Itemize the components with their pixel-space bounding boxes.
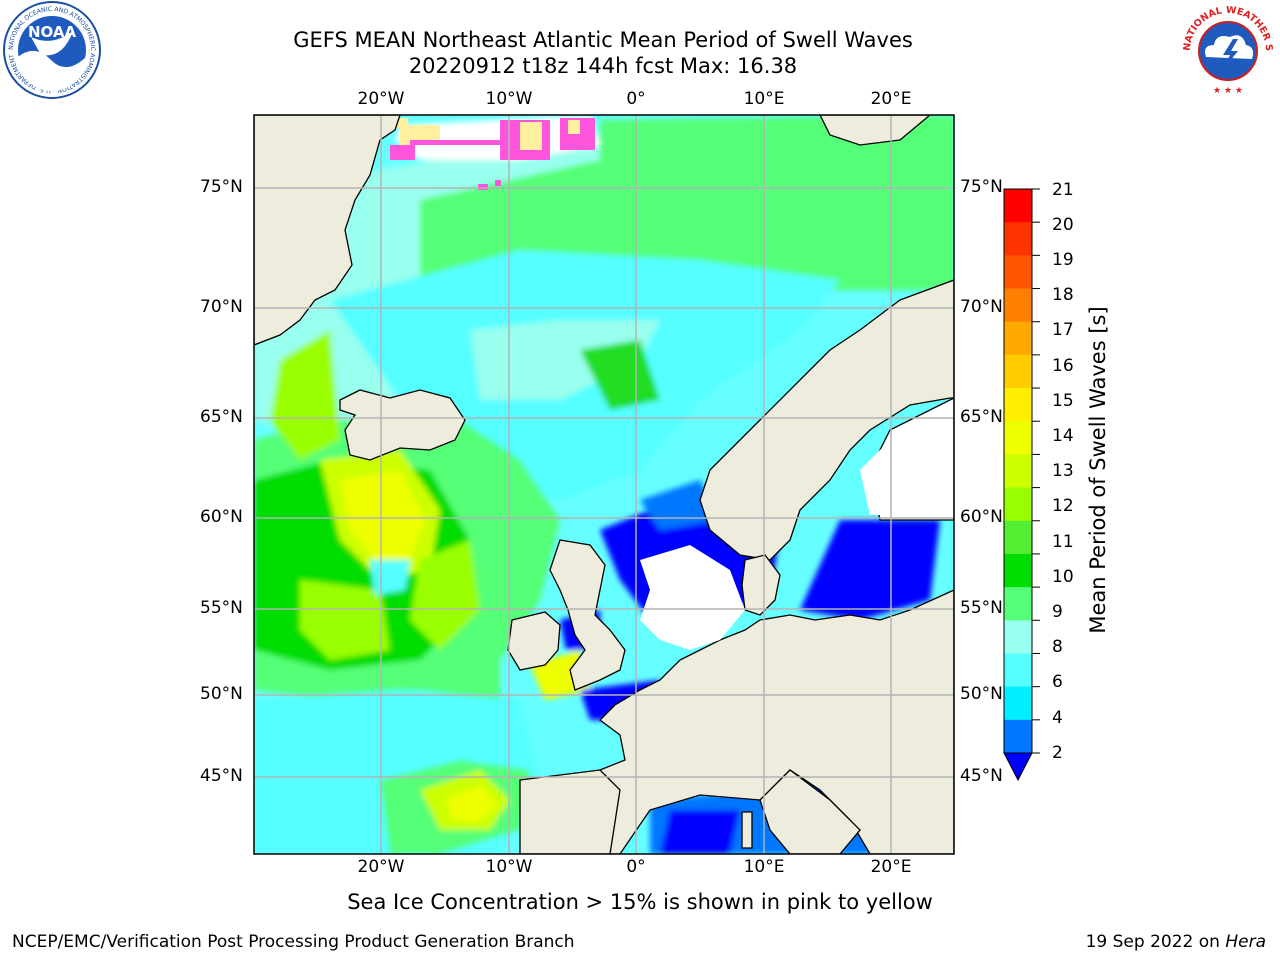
footer-host: Hera [1225,932,1266,952]
colorbar-segment [1004,189,1032,223]
map-frame [253,114,955,855]
colorbar-segment [1004,354,1032,389]
lat-label-50-left: 50°N [200,684,243,704]
colorbar-tick-17: 17 [1052,320,1074,340]
noaa-text: NOAA [28,23,77,41]
colorbar-tick-12: 12 [1052,496,1074,516]
colorbar-segment [1004,620,1032,654]
lon-label-10e-bottom: 10°E [743,857,785,877]
lon-label-10w-bottom: 10°W [485,857,533,877]
colorbar-tick-20: 20 [1052,215,1074,235]
colorbar-tick-14: 14 [1052,426,1074,446]
noaa-logo: NATIONAL OCEANIC AND ATMOSPHERIC ADMINIS… [1,1,101,99]
colorbar-frame [1003,188,1033,754]
lat-label-60-left: 60°N [200,507,243,527]
lon-label-20e-bottom: 20°E [870,857,912,877]
lon-label-0-top: 0° [626,89,646,109]
colorbar-under-arrow [1003,752,1033,782]
lat-label-60-right: 60°N [960,507,1003,527]
colorbar-segment [1004,388,1032,422]
colorbar-segment [1004,520,1032,555]
colorbar-segment [1004,553,1032,588]
colorbar-tick-9: 9 [1052,602,1063,622]
colorbar-tick-15: 15 [1052,391,1074,411]
colorbar-tick-18: 18 [1052,285,1074,305]
lat-label-55-left: 55°N [200,598,243,618]
footer-right: 19 Sep 2022 on Hera [1086,932,1266,952]
colorbar-segment [1004,421,1032,455]
colorbar-segment [1004,653,1032,688]
chart-title: GEFS MEAN Northeast Atlantic Mean Period… [293,28,913,52]
colorbar-tick-6: 6 [1052,672,1063,692]
colorbar-segment [1004,321,1032,356]
colorbar-tick-8: 8 [1052,637,1063,657]
footer-date: 19 Sep 2022 on [1085,932,1226,952]
lat-label-65-right: 65°N [960,407,1003,427]
lat-label-75-right: 75°N [960,177,1003,197]
colorbar-tick-21: 21 [1052,180,1074,200]
chart-subtitle: 20220912 t18z 144h fcst Max: 16.38 [408,54,798,78]
svalbard [819,115,932,146]
lat-label-50-right: 50°N [960,684,1003,704]
iceland [339,389,466,461]
greenland [254,115,401,346]
map-panel [254,115,954,854]
great-britain [549,539,626,691]
svg-text:★ ★ ★: ★ ★ ★ [1213,86,1243,96]
lat-label-55-right: 55°N [960,598,1003,618]
lon-label-0-bottom: 0° [626,857,646,877]
colorbar-tick-4: 4 [1052,708,1063,728]
colorbar-segment [1004,454,1032,489]
colorbar-segment [1004,255,1032,290]
lon-label-20w-bottom: 20°W [357,857,405,877]
ireland [507,611,561,671]
iberia [519,769,621,854]
lon-label-10w-top: 10°W [485,89,533,109]
colorbar-tick-11: 11 [1052,532,1074,552]
lat-label-45-left: 45°N [200,766,243,786]
italy [759,769,861,854]
lat-label-75-left: 75°N [200,177,243,197]
lon-label-20w-top: 20°W [357,89,405,109]
colorbar-title: Mean Period of Swell Waves [s] [1086,306,1110,634]
colorbar-tick-2: 2 [1052,743,1063,763]
colorbar-tick-13: 13 [1052,461,1074,481]
swell-period-field [254,115,954,854]
lat-label-65-left: 65°N [200,407,243,427]
lat-label-70-right: 70°N [960,297,1003,317]
colorbar-segment [1004,288,1032,323]
colorbar-segment [1004,222,1032,256]
colorbar-tick-10: 10 [1052,567,1074,587]
masked-seas [640,440,930,650]
colorbar-segment [1004,587,1032,621]
jutland [741,554,781,616]
lat-label-45-right: 45°N [960,766,1003,786]
graticule [254,115,954,854]
nws-logo: NATIONAL WEATHER SERVICE ★ ★ ★ [1178,1,1275,97]
footer-left: NCEP/EMC/Verification Post Processing Pr… [12,932,575,952]
colorbar-tick-16: 16 [1052,356,1074,376]
lat-label-70-left: 70°N [200,297,243,317]
colorbar-tick-19: 19 [1052,250,1074,270]
colorbar-segment [1004,686,1032,721]
colorbar-segment [1004,487,1032,522]
sea-ice-note: Sea Ice Concentration > 15% is shown in … [347,890,933,914]
colorbar-segment [1004,719,1032,754]
colorbar [1003,188,1040,782]
lon-label-10e-top: 10°E [743,89,785,109]
lon-label-20e-top: 20°E [870,89,912,109]
